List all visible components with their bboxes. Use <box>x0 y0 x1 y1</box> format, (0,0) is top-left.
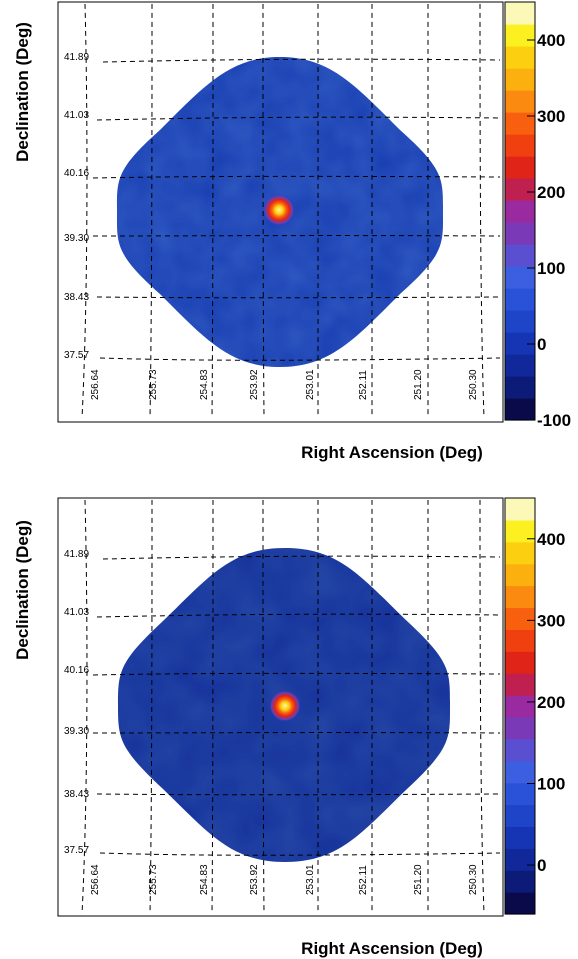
ra-label: 253.01 <box>305 864 316 895</box>
colorbar-tick-label: -100 <box>537 411 571 430</box>
colorbar-segment <box>505 200 535 223</box>
colorbar-segment <box>505 376 535 399</box>
colorbar-segment <box>505 629 535 652</box>
colorbar-segment <box>505 607 535 630</box>
colorbar-segment <box>505 848 535 871</box>
colorbar-segment <box>505 870 535 893</box>
ra-label: 250.30 <box>468 369 479 400</box>
dec-label: 37.57 <box>64 845 89 856</box>
sky-map <box>116 57 444 367</box>
colorbar-segment <box>505 563 535 587</box>
dec-grid-labels: 41.89 41.03 40.16 39.30 38.43 37.57 <box>64 549 89 856</box>
colorbar-segment <box>505 134 535 157</box>
colorbar-tick-label: 400 <box>537 31 565 50</box>
colorbar-tick-label: 400 <box>537 530 565 549</box>
colorbar-segment <box>505 68 535 91</box>
colorbar: 400 300 200 100 0 <box>504 497 565 915</box>
ra-label: 253.92 <box>249 864 260 895</box>
colorbar-segment <box>505 288 535 311</box>
ra-label: 253.01 <box>305 369 316 400</box>
colorbar-segment <box>505 760 535 784</box>
ra-label: 251.20 <box>413 864 424 895</box>
colorbar: 400 300 200 100 0 -100 <box>504 1 571 430</box>
colorbar-segment <box>505 222 535 245</box>
colorbar-tick-label: 300 <box>537 611 565 630</box>
ra-label: 251.20 <box>413 369 424 400</box>
ra-label: 253.92 <box>249 369 260 400</box>
x-axis-label: Right Ascension (Deg) <box>301 443 483 462</box>
ra-label: 252.11 <box>358 370 369 400</box>
ra-label: 254.83 <box>199 369 210 400</box>
colorbar-tick-label: 300 <box>537 107 565 126</box>
ra-grid-labels: 256.64 255.73 254.83 253.92 253.01 252.1… <box>90 864 479 895</box>
ra-label: 255.73 <box>148 369 159 400</box>
ra-label: 255.73 <box>148 864 159 895</box>
dec-label: 38.43 <box>64 789 89 800</box>
sky-map <box>118 548 451 862</box>
colorbar-segment <box>505 716 535 740</box>
y-axis-label: Declination (Deg) <box>13 22 32 162</box>
dec-grid-labels: 41.89 41.03 40.16 39.30 38.43 37.57 <box>64 52 89 361</box>
dec-label: 40.16 <box>64 168 89 179</box>
ra-grid-labels: 256.64 255.73 254.83 253.92 253.01 252.1… <box>90 369 479 400</box>
ra-label: 256.64 <box>90 369 101 400</box>
dec-label: 40.16 <box>64 665 89 676</box>
dec-label: 41.89 <box>64 549 89 560</box>
colorbar-frame <box>504 1 536 421</box>
x-axis-label: Right Ascension (Deg) <box>301 939 483 958</box>
colorbar-tick-label: 100 <box>537 774 565 793</box>
colorbar-segment <box>505 738 535 762</box>
coordinate-grid <box>81 499 501 915</box>
colorbar-segment <box>505 673 535 696</box>
colorbar-segment <box>505 112 535 135</box>
colorbar-tick-label: 200 <box>537 183 565 202</box>
colorbar-segment <box>505 2 535 25</box>
dec-label: 41.89 <box>64 52 89 63</box>
dec-label: 41.03 <box>64 110 89 121</box>
colorbar-segment <box>505 651 535 674</box>
dec-label: 37.57 <box>64 350 89 361</box>
colorbar-tick-label: 200 <box>537 693 565 712</box>
colorbar-segment <box>505 826 535 849</box>
gamma-source <box>269 690 301 722</box>
ra-label: 250.30 <box>468 864 479 895</box>
colorbar-segment <box>505 24 535 47</box>
colorbar-segment <box>505 541 535 565</box>
colorbar-segment <box>505 498 535 521</box>
colorbar-segment <box>505 804 535 828</box>
y-axis-label: Declination (Deg) <box>13 520 32 660</box>
colorbar-segment <box>505 354 535 377</box>
colorbar-segment <box>505 266 535 289</box>
coordinate-grid <box>81 3 501 419</box>
colorbar-segment <box>505 585 535 609</box>
colorbar-segment <box>505 782 535 806</box>
colorbar-tick-label: 100 <box>537 259 565 278</box>
colorbar-segment <box>505 46 535 69</box>
colorbar-segment <box>505 156 535 179</box>
panel-bottom: Declination (Deg) 41.89 41.03 <box>13 497 565 958</box>
dec-label: 38.43 <box>64 292 89 303</box>
colorbar-segment <box>505 90 535 113</box>
ra-label: 254.83 <box>199 864 210 895</box>
colorbar-segment <box>505 519 535 543</box>
colorbar-tick-label: 0 <box>537 335 546 354</box>
colorbar-segment <box>505 244 535 267</box>
colorbar-tick-label: 0 <box>537 856 546 875</box>
dec-label: 39.30 <box>64 726 89 737</box>
colorbar-segment <box>505 178 535 201</box>
gamma-source <box>263 194 295 226</box>
colorbar-segment <box>505 332 535 355</box>
ra-label: 256.64 <box>90 864 101 895</box>
dec-label: 41.03 <box>64 607 89 618</box>
colorbar-segment <box>505 398 535 421</box>
colorbar-segment <box>505 310 535 333</box>
colorbar-segment <box>505 695 535 718</box>
ra-label: 252.11 <box>358 865 369 895</box>
dec-label: 39.30 <box>64 233 89 244</box>
colorbar-segment <box>505 892 535 915</box>
panel-top: Declination (Deg) 41.89 41.03 <box>13 1 571 462</box>
colorbar-frame <box>504 497 536 915</box>
